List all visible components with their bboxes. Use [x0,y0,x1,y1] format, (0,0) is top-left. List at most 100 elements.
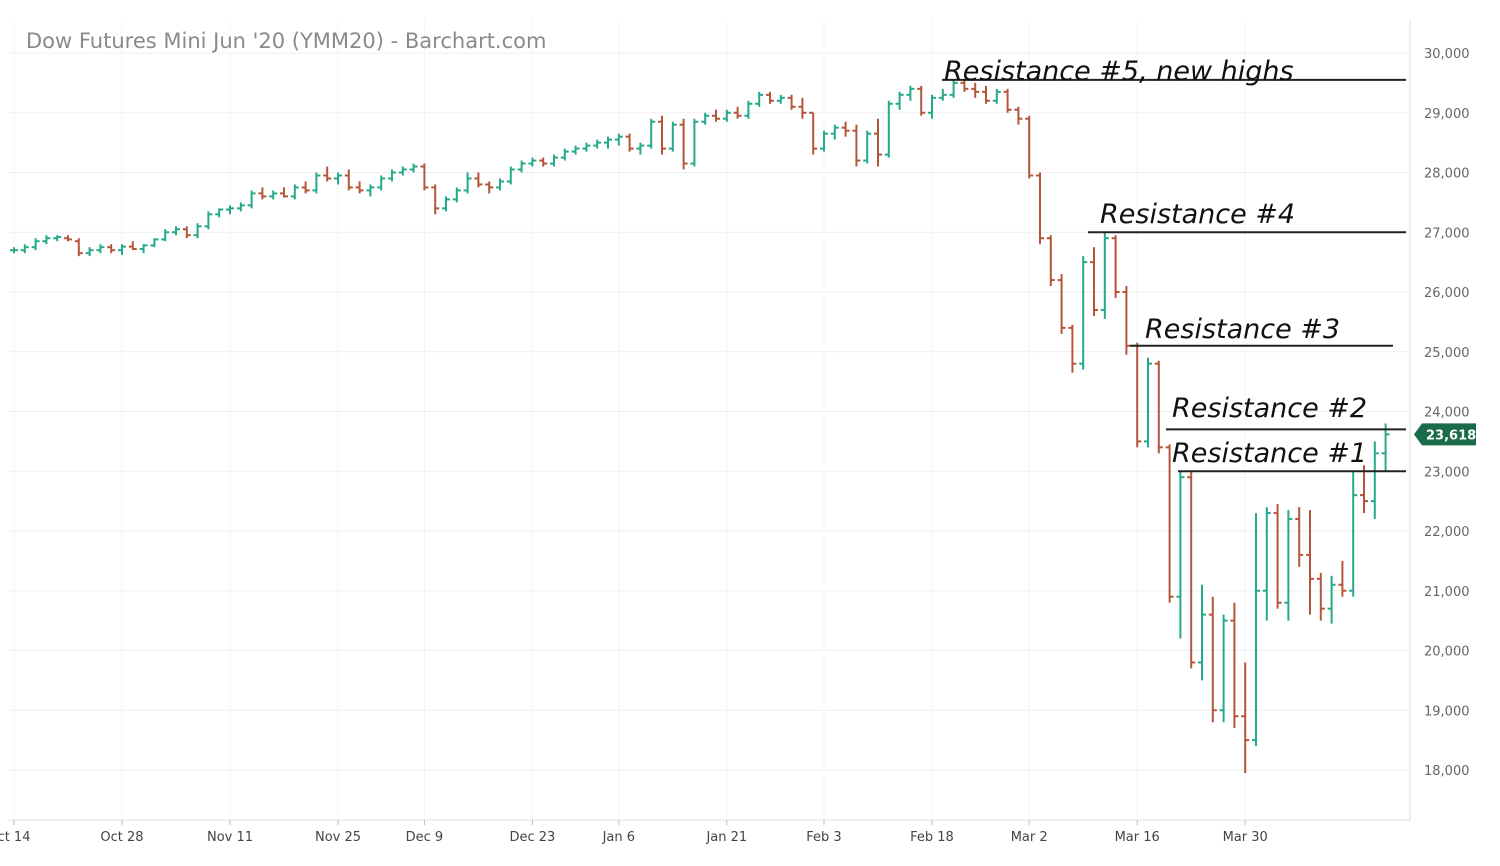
ohlc-bar [744,100,753,119]
chart-title: Dow Futures Mini Jun '20 (YMM20) - Barch… [26,29,546,53]
ohlc-bar [830,124,839,140]
ohlc-bar [1025,115,1034,179]
y-tick-label: 23,000 [1424,465,1470,480]
x-tick-label: Feb 18 [910,830,954,845]
ohlc-bar [906,85,915,101]
ohlc-bar [182,226,191,239]
ohlc-bar [1381,423,1390,472]
ohlc-bar [701,112,710,125]
ohlc-bar [506,166,515,185]
price-bars [10,79,1390,773]
ohlc-bar [474,172,483,188]
ohlc-bar [992,88,1001,104]
y-tick-label: 24,000 [1424,406,1470,421]
resistance-label: Resistance #5, new highs [944,56,1294,87]
ohlc-bar [582,142,591,152]
ohlc-bar [1111,235,1120,298]
ohlc-bar [150,238,159,248]
ohlc-bar [1360,465,1368,514]
ohlc-bar [593,139,602,149]
x-tick-label: Mar 16 [1115,830,1160,845]
ohlc-bar [755,91,764,107]
x-tick-label: Feb 3 [806,830,841,845]
ohlc-bar [334,172,342,185]
ohlc-bar [1349,471,1358,597]
ohlc-bar [1338,560,1347,597]
ohlc-bar [1316,572,1325,621]
y-tick-label: 20,000 [1424,645,1470,660]
ohlc-bar [1068,324,1077,373]
ohlc-bar [1187,471,1196,669]
ohlc-bar [1284,510,1293,621]
resistance-annotations: Resistance #5, new highs Resistance #4 Res… [942,56,1406,473]
ohlc-bar [949,79,958,98]
ohlc-bar [236,202,245,212]
ohlc-bar [604,136,612,149]
ohlc-bar [841,121,850,137]
ohlc-bar [301,181,310,194]
grid [8,20,1411,821]
ohlc-bar [1176,471,1185,639]
ohlc-bar [290,184,299,200]
ohlc-bar [139,244,148,254]
ohlc-bar [571,145,580,155]
ohlc-bar [539,157,548,167]
ohlc-bar [312,172,321,194]
ohlc-bar [668,121,677,152]
x-tick-label: Nov 11 [207,830,253,845]
y-tick-label: 27,000 [1424,226,1470,241]
ohlc-bar [722,109,731,122]
y-tick-label: 18,000 [1424,764,1470,779]
ohlc-bar [258,187,267,200]
ohlc-bar [884,100,893,158]
x-tick-label: Mar 2 [1011,830,1048,845]
x-tick-label: Jan 6 [602,830,635,845]
ohlc-bar [733,106,742,119]
ohlc-bar [1090,247,1098,316]
ohlc-bar [355,181,364,194]
ohlc-bar [1046,235,1055,287]
resistance-annotation: Resistance #5, new highs [942,56,1406,87]
x-tick-label: Mar 30 [1223,830,1268,845]
y-tick-label: 22,000 [1424,525,1470,540]
ohlc-bar [1198,584,1206,681]
ohlc-bar [452,187,461,203]
ohlc-bar [1122,286,1131,355]
resistance-annotation: Resistance #2 [1166,393,1406,431]
ohlc-bar [614,133,623,146]
ohlc-bar [1014,106,1023,125]
ohlc-bar [938,88,947,101]
ohlc-bar [420,163,429,191]
resistance-annotation: Resistance #4 [1088,199,1406,234]
ohlc-bar [204,211,213,230]
ohlc-bar [1154,360,1163,454]
y-axis: 18,000 19,000 20,000 21,000 22,000 23,000 24,0… [1424,47,1470,779]
x-tick-label: Jan 21 [705,830,747,845]
ohlc-bar [10,247,18,254]
ohlc-bar [247,190,256,209]
ohlc-bar [53,235,62,242]
ohlc-bar [1306,510,1314,615]
ohlc-bar [1230,602,1239,729]
ohlc-bar [1057,274,1066,334]
ohlc-bar [1144,357,1152,448]
ohlc-bar [1241,662,1250,773]
ohlc-bar [1165,444,1174,603]
resistance-label: Resistance #3 [1145,314,1340,345]
x-tick-label: Nov 25 [315,830,361,845]
x-tick-label: Dec 9 [406,830,444,845]
ohlc-bar [1252,513,1260,747]
ohlc-bar [377,175,386,191]
ohlc-bar [658,115,666,155]
ohlc-bar [928,94,936,119]
ohlc-bar [442,196,450,212]
ohlc-bar [1219,614,1228,723]
ohlc-bar [809,111,818,155]
ohlc-bar [1079,256,1088,370]
ohlc-bar [1003,88,1012,113]
last-price-label: 23,618 [1426,428,1476,443]
ohlc-bar [863,130,872,164]
ohlc-bar [344,169,353,191]
ohlc-bar [74,238,83,257]
last-price-badge-shape [1414,423,1476,446]
